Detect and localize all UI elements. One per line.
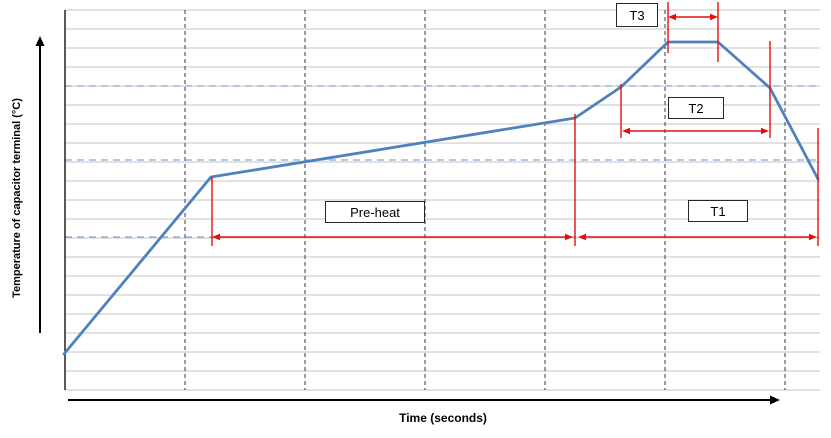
t3-arrowhead-right [710, 13, 718, 21]
t3-arrowhead-left [668, 13, 676, 21]
preheat-arrowhead-left [212, 233, 220, 241]
t3-label: T3 [629, 7, 645, 23]
t2-arrowhead-right [761, 127, 769, 135]
x-axis-arrowhead [770, 395, 780, 405]
preheat-label: Pre-heat [350, 204, 400, 220]
t2-label-box: T2 [668, 97, 724, 119]
t3-label-box: T3 [616, 3, 658, 27]
t1-label-box: T1 [688, 200, 748, 222]
t1-label: T1 [710, 203, 726, 219]
y-axis-arrowhead [35, 36, 45, 46]
temperature-curve [62, 40, 820, 356]
t1-arrowhead-right [809, 233, 817, 241]
t2-arrowhead-left [622, 127, 630, 135]
preheat-arrowhead-right [565, 233, 573, 241]
x-axis-label: Time (seconds) [399, 411, 487, 425]
t1-arrowhead-left [578, 233, 586, 241]
t2-label: T2 [688, 100, 704, 116]
preheat-label-box: Pre-heat [325, 201, 425, 223]
y-axis-label: Temperature of capacitor terminal (°C) [11, 98, 23, 298]
